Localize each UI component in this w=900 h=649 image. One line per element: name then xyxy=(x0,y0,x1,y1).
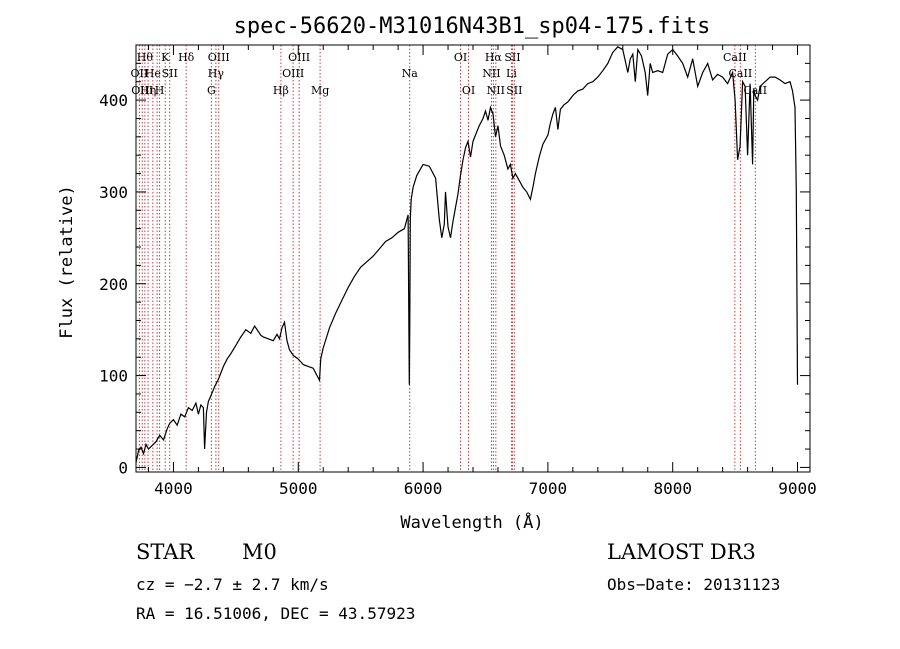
line-marker-label: He xyxy=(145,67,161,80)
line-marker-label: OIII xyxy=(131,84,153,97)
line-marker-label: OI xyxy=(454,51,467,64)
object-class: STAR xyxy=(136,540,195,564)
line-marker-label: OI xyxy=(462,84,475,97)
line-marker-label: CaII xyxy=(729,67,753,80)
line-marker-label: NII xyxy=(487,84,505,97)
line-marker-label: OII xyxy=(131,67,149,80)
line-marker-label: SII xyxy=(506,84,522,97)
x-tick-label: 9000 xyxy=(778,479,817,498)
line-marker-label: SII xyxy=(162,67,178,80)
x-tick-label: 5000 xyxy=(279,479,318,498)
redshift-velocity: cz = −2.7 ± 2.7 km/s xyxy=(136,575,329,594)
x-tick-label: 4000 xyxy=(154,479,193,498)
line-marker-label: Hδ xyxy=(178,51,195,64)
line-marker-label: K xyxy=(161,51,170,64)
sky-coordinates: RA = 16.51006, DEC = 43.57923 xyxy=(136,604,416,623)
chart-title: spec-56620-M31016N43B1_sp04-175.fits xyxy=(234,14,711,39)
line-marker-label: Na xyxy=(402,67,419,80)
line-marker-label: CaII xyxy=(723,51,747,64)
line-marker-label: Hθ xyxy=(137,51,154,64)
line-marker-label: Mg xyxy=(311,84,329,97)
line-marker-label: OIII xyxy=(282,67,304,80)
y-axis-label: Flux (relative) xyxy=(57,185,77,339)
line-marker-label: Hβ xyxy=(273,84,289,97)
spectrum-line xyxy=(135,46,799,463)
observation-date: Obs−Date: 20131123 xyxy=(607,575,781,594)
line-marker-label: H xyxy=(155,84,165,97)
y-tick-label: 400 xyxy=(99,91,128,110)
line-marker-label: OIII xyxy=(288,51,310,64)
line-marker-label: Hα xyxy=(485,51,503,64)
y-tick-label: 200 xyxy=(99,275,128,294)
y-tick-label: 0 xyxy=(118,458,128,477)
x-tick-label: 6000 xyxy=(404,479,443,498)
line-marker-label: G xyxy=(207,84,216,97)
y-tick-label: 100 xyxy=(99,367,128,386)
line-marker-label: OIII xyxy=(208,51,230,64)
x-tick-label: 7000 xyxy=(529,479,568,498)
line-marker-label: Li xyxy=(506,67,517,80)
line-marker-label: SII xyxy=(504,51,520,64)
line-marker-label: Hη xyxy=(140,84,156,97)
plot-frame xyxy=(135,44,811,473)
spectral-subclass: M0 xyxy=(242,540,277,564)
x-axis-ticks: 4000 5000 6000 7000 8000 9000 xyxy=(147,45,817,498)
line-marker-labels: OIIOIIIHθHηHeHKSIIHδGHγOIIIHβOIIIOIIIMgN… xyxy=(131,51,768,97)
x-axis-label: Wavelength (Å) xyxy=(400,511,543,533)
survey-name: LAMOST DR3 xyxy=(607,540,756,564)
x-tick-label: 8000 xyxy=(653,479,692,498)
line-marker-label: NII xyxy=(482,67,500,80)
y-tick-label: 300 xyxy=(99,183,128,202)
line-marker-label: Hγ xyxy=(208,67,225,80)
line-markers xyxy=(138,45,756,472)
y-axis-ticks: 0 100 200 300 400 xyxy=(99,62,810,477)
